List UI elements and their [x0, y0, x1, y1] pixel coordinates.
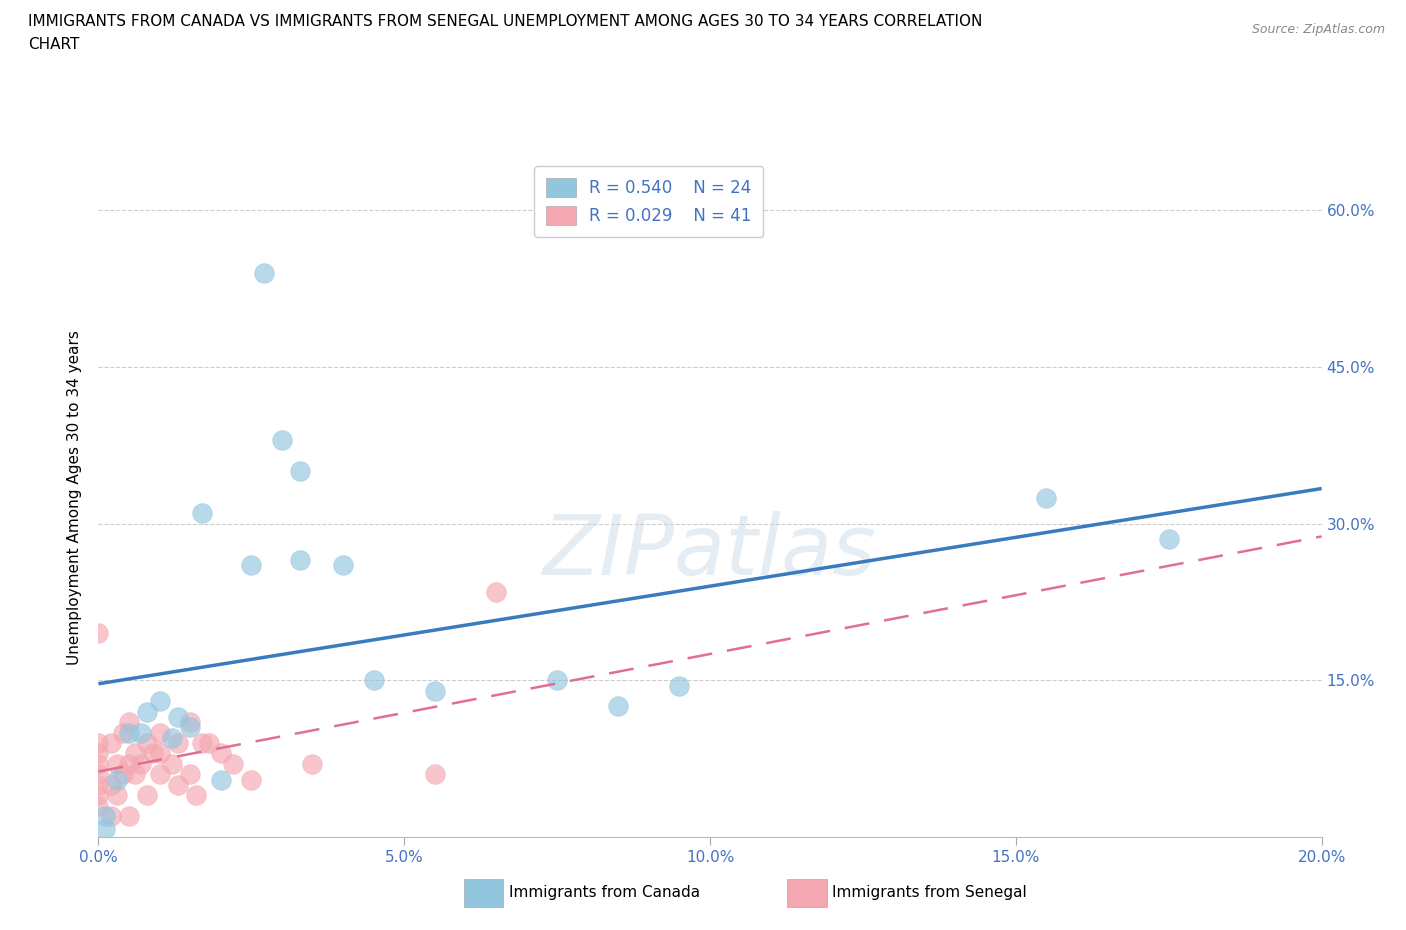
Point: [363, 673, 385, 688]
Point: [160, 730, 183, 745]
Point: [87, 777, 110, 792]
Point: [423, 684, 446, 698]
Legend: R = 0.540    N = 24, R = 0.029    N = 41: R = 0.540 N = 24, R = 0.029 N = 41: [534, 166, 763, 236]
Point: [87, 736, 110, 751]
Point: [485, 584, 508, 599]
Point: [149, 694, 172, 709]
Point: [160, 756, 183, 771]
Point: [149, 746, 172, 761]
Point: [87, 626, 110, 641]
Point: [136, 788, 159, 803]
Point: [87, 767, 110, 782]
Point: [197, 736, 219, 751]
Text: IMMIGRANTS FROM CANADA VS IMMIGRANTS FROM SENEGAL UNEMPLOYMENT AMONG AGES 30 TO : IMMIGRANTS FROM CANADA VS IMMIGRANTS FRO…: [28, 14, 983, 29]
Point: [179, 714, 201, 729]
Point: [290, 552, 312, 567]
Point: [209, 746, 232, 761]
Point: [100, 736, 122, 751]
Point: [191, 506, 214, 521]
Point: [332, 558, 354, 573]
Point: [87, 788, 110, 803]
Point: [607, 699, 630, 714]
Point: [423, 767, 446, 782]
Point: [124, 746, 146, 761]
Text: CHART: CHART: [28, 37, 80, 52]
Point: [546, 673, 568, 688]
Text: ZIPatlas: ZIPatlas: [543, 512, 877, 592]
Point: [301, 756, 323, 771]
Point: [105, 788, 128, 803]
Point: [100, 777, 122, 792]
Point: [240, 772, 263, 787]
Point: [136, 736, 159, 751]
Point: [118, 809, 141, 824]
Point: [100, 809, 122, 824]
Point: [149, 725, 172, 740]
Point: [105, 772, 128, 787]
Point: [167, 736, 190, 751]
Point: [87, 756, 110, 771]
Point: [1035, 490, 1057, 505]
Point: [142, 746, 165, 761]
Point: [270, 432, 292, 447]
Point: [111, 767, 134, 782]
Point: [129, 756, 152, 771]
Y-axis label: Unemployment Among Ages 30 to 34 years: Unemployment Among Ages 30 to 34 years: [67, 330, 83, 665]
Point: [167, 710, 190, 724]
Point: [167, 777, 190, 792]
Text: Source: ZipAtlas.com: Source: ZipAtlas.com: [1251, 23, 1385, 36]
Point: [111, 725, 134, 740]
Point: [186, 788, 208, 803]
Point: [93, 809, 115, 824]
Point: [118, 725, 141, 740]
Point: [222, 756, 245, 771]
Point: [118, 714, 141, 729]
Point: [668, 678, 690, 693]
Point: [124, 767, 146, 782]
Point: [1157, 532, 1180, 547]
Point: [93, 821, 115, 836]
Point: [179, 720, 201, 735]
Point: [149, 767, 172, 782]
Point: [209, 772, 232, 787]
Point: [191, 736, 214, 751]
Point: [87, 798, 110, 813]
Point: [240, 558, 263, 573]
Point: [105, 756, 128, 771]
Point: [136, 704, 159, 719]
Point: [179, 767, 201, 782]
Point: [118, 756, 141, 771]
Point: [252, 266, 274, 281]
Text: Immigrants from Senegal: Immigrants from Senegal: [832, 885, 1028, 900]
Point: [87, 746, 110, 761]
Point: [290, 464, 312, 479]
Point: [129, 725, 152, 740]
Text: Immigrants from Canada: Immigrants from Canada: [509, 885, 700, 900]
